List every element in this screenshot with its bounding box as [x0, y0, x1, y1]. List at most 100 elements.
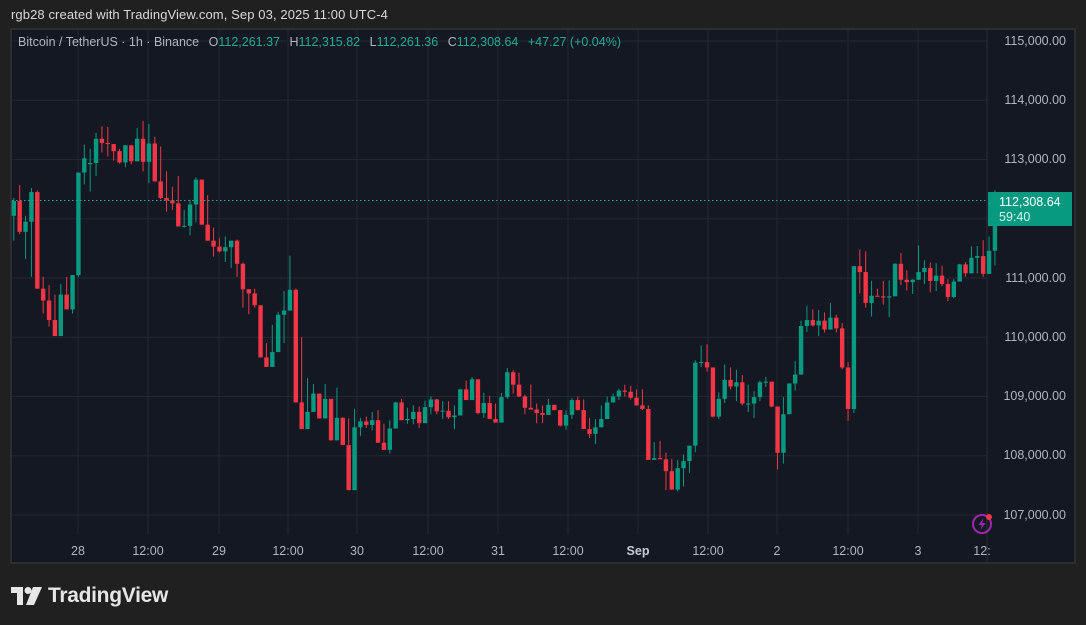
candle-body: [593, 427, 598, 434]
candle-body: [869, 295, 874, 303]
candle-body: [516, 384, 522, 397]
candle-body: [352, 427, 357, 491]
x-tick-label: 12:00: [132, 544, 164, 558]
candle-body: [816, 320, 821, 326]
candle-body: [446, 410, 451, 418]
candle-body: [775, 406, 780, 453]
candle-body: [693, 362, 698, 446]
x-tick-label: 12:00: [832, 544, 864, 558]
candle-body: [487, 403, 492, 420]
candle-body: [469, 379, 475, 401]
candle-body: [29, 192, 34, 222]
candle-body: [11, 200, 16, 216]
candle-body: [669, 471, 674, 490]
tradingview-logo[interactable]: TradingView: [11, 584, 168, 608]
candle-body: [205, 224, 210, 241]
x-tick-label: 12:00: [272, 544, 304, 558]
candle-body: [505, 372, 510, 398]
candle-body: [928, 267, 933, 281]
candle-body: [857, 266, 862, 273]
candle-body: [963, 264, 968, 274]
candle-body: [481, 403, 486, 414]
candle-body: [581, 410, 586, 430]
x-tick-label: 2: [773, 544, 781, 558]
candle-body: [828, 317, 833, 330]
y-tick-115000: 115,000.00: [1004, 34, 1066, 48]
candle-body: [440, 410, 445, 412]
bar-countdown: 59:40: [999, 210, 1031, 224]
candle-body: [105, 142, 110, 145]
candle-body: [422, 407, 428, 424]
candle-body: [393, 402, 398, 429]
candle-body: [240, 263, 246, 290]
candle-body: [528, 407, 533, 410]
tradingview-logo-icon: [11, 587, 42, 605]
candle-body: [493, 419, 498, 423]
candle-body: [375, 420, 381, 443]
y-tick-113000: 113,000.00: [1004, 152, 1066, 166]
candle-body: [651, 458, 657, 460]
candle-body: [264, 357, 269, 367]
candle-body: [886, 296, 892, 298]
candle-body: [46, 300, 52, 321]
candle-body: [704, 362, 710, 368]
x-tick-label: 31: [491, 544, 505, 558]
candle-body: [40, 288, 46, 301]
candle-body: [822, 320, 827, 330]
candle-body: [898, 263, 904, 280]
candle-body: [176, 203, 181, 227]
y-tick-114000: 114,000.00: [1004, 93, 1066, 107]
candle-body: [234, 240, 240, 264]
candle-body: [35, 192, 40, 289]
candle-body: [975, 256, 980, 258]
candle-body: [781, 414, 786, 453]
candle-body: [199, 179, 204, 225]
candle-body: [399, 402, 404, 421]
open-label: O: [208, 35, 219, 49]
last-price-label: 112,308.64 59:40: [988, 192, 1072, 226]
candle-body: [916, 272, 921, 280]
candle-body: [575, 400, 580, 411]
candle-body: [939, 275, 945, 284]
low-label: L: [369, 35, 377, 49]
candle-body: [787, 383, 792, 415]
candle-body: [99, 138, 105, 143]
candle-body: [945, 283, 951, 297]
candle-body: [587, 429, 592, 434]
candle-body: [634, 397, 639, 406]
candle-body: [986, 250, 992, 274]
candle-body: [769, 381, 774, 407]
candle-body: [845, 367, 851, 409]
symbol-legend: Bitcoin / TetherUS · 1h · Binance O 112,2…: [18, 35, 621, 49]
candle-body: [164, 198, 169, 201]
candle-body: [223, 247, 228, 252]
candle-body: [258, 305, 263, 358]
candle-body: [275, 314, 281, 353]
x-tick-label: 29: [212, 544, 226, 558]
candle-body: [798, 325, 804, 375]
candle-body: [499, 397, 504, 423]
chart-frame[interactable]: [10, 28, 1076, 564]
candle-body: [158, 181, 163, 199]
candle-body: [510, 372, 516, 385]
low-value: 112,261.36: [376, 35, 439, 49]
y-tick-111000: 111,000.00: [1005, 271, 1066, 285]
candle-body: [287, 289, 293, 311]
alert-lightning-icon[interactable]: [971, 513, 993, 535]
candle-body: [839, 328, 845, 368]
candle-body: [663, 459, 669, 472]
candle-body: [640, 405, 645, 409]
y-tick-109000: 109,000.00: [1003, 389, 1066, 403]
candle-body: [364, 421, 369, 425]
close-value: 112,308.64: [456, 35, 519, 49]
candle-body: [129, 145, 134, 162]
candle-body: [969, 257, 974, 274]
candle-body: [675, 468, 680, 490]
candle-body: [604, 402, 610, 420]
candle-body: [687, 445, 692, 462]
candle-body: [64, 294, 69, 310]
candle-body: [369, 420, 375, 425]
symbol-title[interactable]: Bitcoin / TetherUS · 1h · Binance: [18, 35, 200, 49]
candle-body: [980, 256, 986, 274]
